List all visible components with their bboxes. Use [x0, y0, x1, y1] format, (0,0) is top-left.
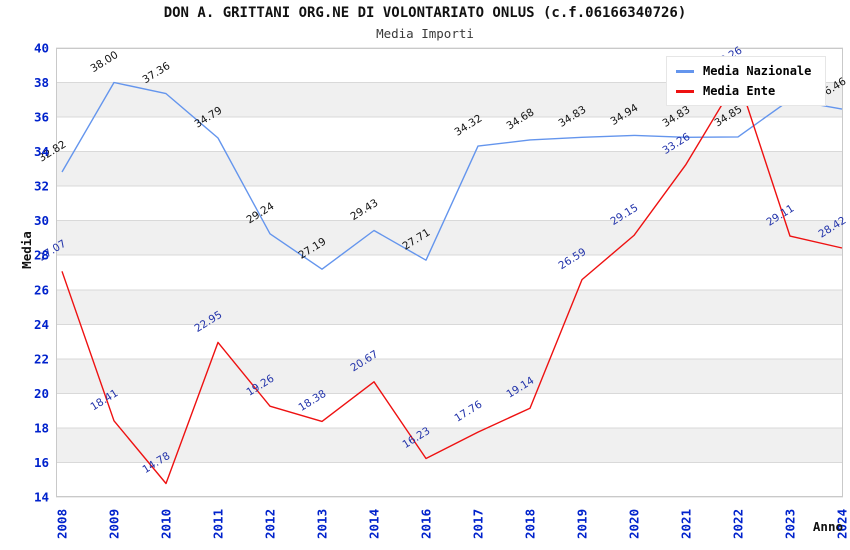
- chart-subtitle: Media Importi: [376, 26, 474, 41]
- svg-text:38: 38: [34, 75, 49, 90]
- y-axis-ticks: 14 16 18 20 22 24 26 28 30 32 34 36 38 40: [34, 41, 49, 505]
- x-axis-ticks: 2008 2009 2010 2011 2012 2013 2014 2016 2017 2018…: [55, 509, 850, 539]
- svg-text:24: 24: [34, 317, 49, 332]
- svg-text:2017: 2017: [471, 509, 486, 539]
- x-axis-title: Anno: [813, 519, 843, 534]
- legend-swatch-red: [676, 89, 694, 93]
- svg-text:38.00: 38.00: [88, 49, 120, 75]
- svg-text:26: 26: [34, 282, 49, 297]
- svg-text:32: 32: [34, 179, 49, 194]
- svg-text:2018: 2018: [523, 509, 538, 539]
- svg-text:28: 28: [34, 248, 49, 263]
- svg-text:2008: 2008: [55, 509, 70, 539]
- svg-text:14: 14: [34, 490, 49, 505]
- y-axis-title: Media: [19, 231, 34, 269]
- svg-text:2014: 2014: [367, 509, 382, 539]
- chart-title: DON A. GRITTANI ORG.NE DI VOLONTARIATO O…: [163, 5, 687, 21]
- svg-text:2009: 2009: [107, 509, 122, 539]
- svg-text:20: 20: [34, 386, 49, 401]
- legend-item-media-ente: Media Ente: [676, 84, 811, 98]
- legend-label: Media Nazionale: [703, 64, 812, 78]
- svg-text:2011: 2011: [211, 509, 226, 539]
- svg-text:2023: 2023: [783, 509, 798, 539]
- svg-text:2020: 2020: [627, 509, 642, 539]
- svg-text:2024: 2024: [835, 509, 850, 539]
- series-line-media-nazionale: [61, 81, 843, 270]
- svg-text:40: 40: [34, 41, 49, 56]
- plot-bands: [56, 82, 843, 463]
- svg-text:2019: 2019: [575, 509, 590, 539]
- svg-text:22: 22: [34, 351, 49, 366]
- svg-text:2010: 2010: [159, 509, 174, 539]
- legend-label: Media Ente: [703, 84, 776, 98]
- svg-text:30: 30: [34, 213, 49, 228]
- svg-text:2012: 2012: [263, 509, 278, 539]
- series-line-media-ente: [61, 77, 843, 485]
- svg-text:2022: 2022: [731, 509, 746, 539]
- svg-text:17.76: 17.76: [452, 398, 484, 424]
- svg-text:2021: 2021: [679, 509, 694, 539]
- svg-text:36: 36: [34, 110, 49, 125]
- svg-text:34: 34: [34, 144, 49, 159]
- svg-text:2016: 2016: [419, 509, 434, 539]
- legend: Media Nazionale Media Ente: [666, 56, 827, 106]
- legend-swatch-blue: [676, 69, 694, 73]
- svg-text:2013: 2013: [315, 509, 330, 539]
- svg-text:18: 18: [34, 420, 49, 435]
- svg-text:29.43: 29.43: [348, 197, 380, 223]
- legend-item-media-nazionale: Media Nazionale: [676, 64, 811, 78]
- svg-text:16: 16: [34, 455, 49, 470]
